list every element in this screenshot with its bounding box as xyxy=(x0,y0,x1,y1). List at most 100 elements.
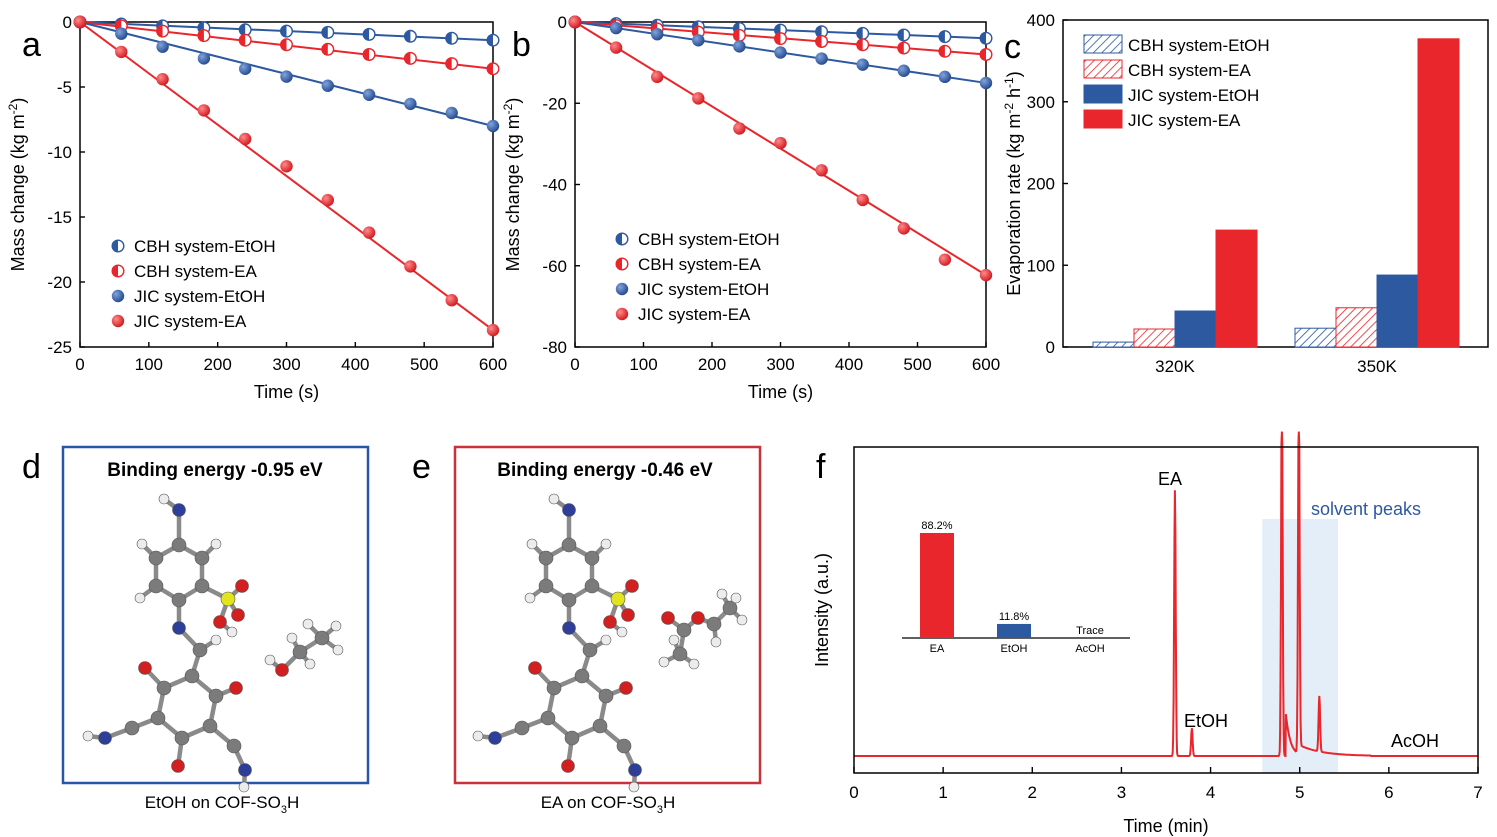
data-point xyxy=(815,25,829,39)
atom-carbon xyxy=(722,600,738,616)
atom-hydrogen xyxy=(136,538,148,550)
data-point xyxy=(404,260,417,273)
data-point xyxy=(197,104,211,117)
data-point xyxy=(938,30,952,44)
data-point xyxy=(321,42,335,56)
y-tick-label: 400 xyxy=(1027,11,1055,30)
atom-carbon xyxy=(226,738,242,754)
atom-hydrogen xyxy=(730,592,742,604)
data-point xyxy=(197,29,211,43)
y-tick-label: -25 xyxy=(47,338,72,357)
atom-hydrogen xyxy=(628,781,640,793)
atom-carbon xyxy=(592,718,608,734)
y-tick-label: 0 xyxy=(558,13,567,32)
atom-hydrogen xyxy=(472,730,484,742)
peak-label-acoh: AcOH xyxy=(1391,731,1439,751)
legend-marker xyxy=(111,264,125,278)
atom-carbon xyxy=(148,578,164,594)
atom-hydrogen xyxy=(658,656,670,668)
data-point xyxy=(856,26,870,40)
atom-carbon xyxy=(561,592,577,608)
x-tick-label: 5 xyxy=(1295,783,1304,802)
bar xyxy=(1294,327,1337,348)
legend-label: JIC system-EtOH xyxy=(638,280,769,299)
data-point xyxy=(445,57,459,71)
y-axis-label: Mass change (kg m-2) xyxy=(6,98,28,272)
peak-label-ea: EA xyxy=(1158,469,1182,489)
atom-nitrogen xyxy=(562,621,576,635)
y-tick-label: -40 xyxy=(542,176,567,195)
x-tick-label: 7 xyxy=(1473,783,1482,802)
x-tick-label: 350K xyxy=(1357,357,1397,376)
atom-carbon xyxy=(561,537,577,553)
data-point xyxy=(280,160,293,173)
atom-hydrogen xyxy=(600,634,612,646)
bar xyxy=(1376,274,1419,348)
atom-hydrogen xyxy=(302,618,314,630)
data-point xyxy=(280,38,294,52)
chromatogram-trace xyxy=(854,431,1478,758)
x-axis-label: Time (s) xyxy=(254,382,319,402)
atom-hydrogen xyxy=(332,644,344,656)
data-point xyxy=(362,48,376,62)
atom-hydrogen xyxy=(304,658,316,670)
atom-hydrogen xyxy=(526,538,538,550)
atom-carbon xyxy=(202,718,218,734)
legend-label: CBH system-EtOH xyxy=(134,237,276,256)
atom-oxygen xyxy=(235,579,249,593)
atom-carbon xyxy=(192,642,208,658)
atom-hydrogen xyxy=(226,626,238,638)
data-point xyxy=(774,136,787,150)
y-tick-label: 0 xyxy=(63,13,72,32)
atom-carbon xyxy=(564,730,580,746)
x-tick-label: 100 xyxy=(629,355,657,374)
legend-marker xyxy=(615,232,629,246)
atom-oxygen xyxy=(661,611,675,625)
panel-d-caption: EtOH on COF-SO3H xyxy=(145,793,299,816)
atom-carbon xyxy=(538,578,554,594)
x-tick-label: 500 xyxy=(903,355,931,374)
panel-d-frame xyxy=(61,445,370,785)
atom-hydrogen xyxy=(710,636,722,648)
atom-carbon xyxy=(292,644,308,660)
atom-oxygen xyxy=(691,611,705,625)
atom-oxygen xyxy=(171,759,185,773)
data-point xyxy=(321,79,334,92)
data-point xyxy=(815,52,828,65)
atom-carbon xyxy=(584,550,600,566)
data-point xyxy=(979,48,993,62)
legend-label: CBH system-EA xyxy=(1128,61,1251,80)
atom-hydrogen xyxy=(264,654,276,666)
x-tick-label: 400 xyxy=(835,355,863,374)
data-point xyxy=(856,193,869,207)
data-point xyxy=(897,222,910,235)
plot-frame xyxy=(853,446,1479,774)
data-point xyxy=(897,41,911,55)
x-tick-label: 0 xyxy=(849,783,858,802)
y-tick-label: -5 xyxy=(57,78,72,97)
fit-line xyxy=(79,21,494,331)
bar xyxy=(1417,38,1460,348)
data-point xyxy=(774,46,787,59)
atom-carbon xyxy=(148,550,164,566)
atom-hydrogen xyxy=(716,588,728,600)
legend-marker xyxy=(111,239,125,253)
atom-carbon xyxy=(208,688,224,704)
x-tick-label: 100 xyxy=(135,355,163,374)
data-point xyxy=(733,40,746,53)
molecule-etoh-cof xyxy=(82,493,344,793)
atom-hydrogen xyxy=(134,592,146,604)
atom-carbon xyxy=(574,668,590,684)
data-point xyxy=(733,122,746,135)
data-point xyxy=(897,64,910,77)
atom-hydrogen xyxy=(548,493,560,505)
legend-label: JIC system-EtOH xyxy=(1128,86,1259,105)
data-point xyxy=(856,38,870,52)
y-tick-label: -15 xyxy=(47,208,72,227)
bar xyxy=(1174,310,1217,348)
data-point xyxy=(115,27,128,40)
molecule-ea-cof xyxy=(472,493,748,793)
chart-panel-c: 0 100 200 300 400 320K 350K Evaporation rate (k… xyxy=(1002,11,1489,376)
x-tick-label: 200 xyxy=(698,355,726,374)
legend-marker xyxy=(111,314,125,328)
